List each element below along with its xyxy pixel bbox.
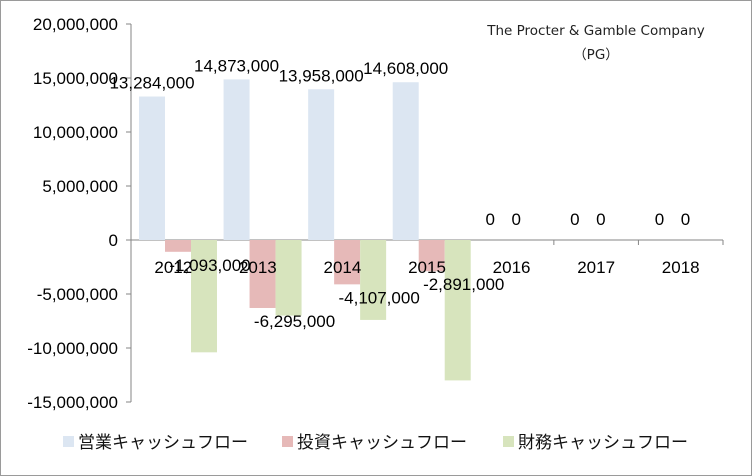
data-label: 0 (486, 210, 495, 229)
legend-label-3: 財務キャッシュフロー (518, 433, 688, 453)
bar-2013-series-1 (223, 79, 250, 240)
bar-2015-series-3 (444, 240, 471, 381)
x-tick-label: 2018 (662, 258, 700, 277)
data-label: 0 (681, 210, 690, 229)
legend-label-1: 営業キャッシュフロー (78, 433, 248, 453)
bar-2013-series-3 (275, 240, 302, 316)
x-tick-label: 2017 (577, 258, 615, 277)
data-label: 0 (570, 210, 579, 229)
bar-2014-series-2 (334, 240, 361, 285)
bar-2014-series-1 (308, 89, 335, 240)
data-label: 0 (512, 210, 521, 229)
y-tick-label: 15,000,000 (33, 69, 118, 88)
y-tick-label: 0 (109, 231, 118, 250)
bar-2014-series-3 (360, 240, 387, 320)
data-label: -4,107,000 (338, 288, 419, 307)
legend-label-2: 投資キャッシュフロー (297, 433, 467, 453)
bar-2012-series-1 (139, 96, 165, 240)
x-tick-label: 2012 (154, 258, 192, 277)
y-tick-label: -15,000,000 (27, 393, 118, 412)
bar-2015-series-1 (392, 82, 419, 240)
y-tick-label: 20,000,000 (33, 15, 118, 34)
bar-2012-series-3 (191, 240, 217, 353)
y-tick-label: -10,000,000 (27, 339, 118, 358)
legend-swatch-3 (503, 436, 514, 447)
data-label: -2,891,000 (423, 275, 504, 294)
legend-swatch-2 (282, 436, 293, 447)
x-tick-label: 2014 (324, 258, 362, 277)
x-tick-label: 2015 (408, 258, 446, 277)
x-tick-label: 2013 (239, 258, 277, 277)
data-label: 14,608,000 (363, 59, 448, 78)
data-label: 13,284,000 (109, 74, 194, 93)
x-tick-label: 2016 (493, 258, 531, 277)
data-label: 0 (596, 210, 605, 229)
data-label: -6,295,000 (254, 312, 335, 331)
data-label: -1,093,000 (169, 256, 250, 275)
chart-title: The Procter & Gamble Company (486, 23, 705, 39)
y-tick-label: 10,000,000 (33, 123, 118, 142)
y-tick-label: -5,000,000 (37, 285, 118, 304)
chart-subtitle: （PG） (573, 47, 619, 63)
bar-2015-series-2 (418, 240, 445, 272)
y-tick-label: 5,000,000 (42, 177, 118, 196)
data-label: 13,958,000 (279, 66, 364, 85)
data-label: 0 (655, 210, 664, 229)
bar-2012-series-2 (165, 240, 191, 252)
bar-2013-series-2 (249, 240, 276, 308)
legend-swatch-1 (63, 436, 74, 447)
data-label: 14,873,000 (194, 56, 279, 75)
